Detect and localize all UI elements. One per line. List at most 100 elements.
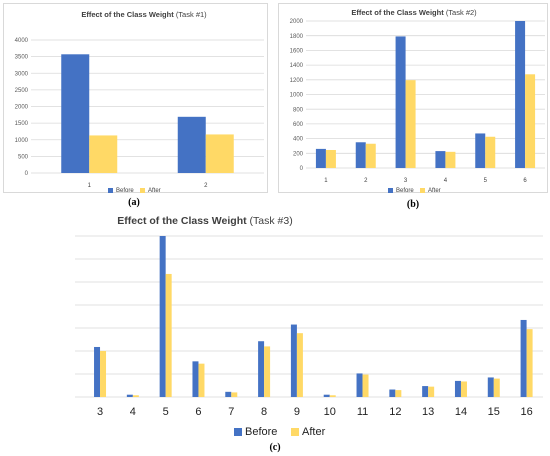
chart-title: Effect of the Class Weight (Task #1) [81, 10, 207, 19]
bar-before-8 [258, 341, 265, 397]
y-tick-label: 2000 [290, 19, 304, 25]
bar-after-4 [445, 151, 456, 168]
x-tick-label: 14 [455, 406, 467, 418]
bar-before-4 [435, 151, 446, 168]
x-tick-label: 12 [389, 406, 401, 418]
y-tick-label: 800 [293, 107, 304, 113]
y-tick-label: 4000 [15, 38, 29, 44]
legend-label-before: Before [116, 188, 134, 194]
x-tick-label: 15 [488, 406, 500, 418]
chart-a: Effect of the Class Weight (Task #1) 0 500… [15, 10, 264, 194]
y-tick-label: 2500 [15, 88, 29, 94]
y-tick-label: 1800 [290, 34, 304, 40]
bar-before-5 [475, 133, 486, 168]
x-tick-label: 1 [324, 178, 328, 184]
legend-label-before: Before [396, 188, 414, 194]
y-tick-label: 1200 [290, 78, 304, 84]
bar-before-13 [422, 386, 429, 397]
bar-after-7 [231, 392, 238, 397]
x-tick-label: 4 [130, 406, 136, 418]
x-tick-label: 10 [324, 406, 336, 418]
bar-before-2 [177, 116, 206, 173]
legend-label-after: After [302, 426, 326, 438]
bar-before-15 [487, 377, 494, 397]
y-tick-label: 1400 [290, 63, 304, 69]
y-tick-label: 600 [293, 122, 304, 128]
y-tick-label: 3500 [15, 55, 29, 61]
chart-panel-b: Effect of the Class Weight (Task #2) 0 200… [278, 3, 548, 194]
legend-swatch-after [420, 188, 425, 193]
bar-after-3 [405, 80, 416, 168]
chart-c: Effect of the Class Weight (Task #3)0200… [75, 215, 543, 438]
bar-after-6 [525, 74, 536, 168]
y-tick-label: 1000 [15, 138, 29, 144]
bar-before-2 [355, 142, 366, 168]
chart-panel-a: Effect of the Class Weight (Task #1) 0 500… [3, 3, 268, 194]
x-tick-label: 13 [422, 406, 434, 418]
x-tick-label: 5 [484, 178, 488, 184]
chart-panel-c: Effect of the Class Weight (Task #3)0200… [75, 210, 545, 442]
bar-before-7 [225, 391, 232, 397]
bar-after-5 [165, 273, 172, 397]
bar-before-6 [192, 361, 199, 397]
bar-before-4 [126, 394, 133, 397]
bar-after-3 [100, 351, 107, 397]
y-tick-label: 0 [25, 171, 29, 177]
legend-swatch-before [108, 188, 113, 193]
chart-title: Effect of the Class Weight (Task #2) [351, 8, 477, 17]
legend-swatch-after [140, 188, 145, 193]
y-tick-label: 2000 [15, 105, 29, 111]
bar-after-16 [526, 329, 533, 397]
bar-before-1 [61, 54, 90, 173]
bar-after-11 [362, 374, 369, 397]
bar-before-12 [389, 389, 396, 397]
bar-after-13 [428, 386, 435, 397]
y-tick-label: 200 [293, 151, 304, 157]
panel-label-c: (c) [269, 442, 281, 453]
y-tick-label: 400 [293, 137, 304, 143]
bar-after-10 [329, 395, 336, 397]
x-tick-label: 5 [163, 406, 169, 418]
bar-after-1 [325, 149, 336, 168]
chart-b: Effect of the Class Weight (Task #2) 0 200… [290, 8, 545, 194]
y-tick-label: 1600 [290, 49, 304, 55]
panel-label-a: (a) [128, 197, 140, 208]
bar-after-2 [365, 143, 376, 168]
x-tick-label: 3 [97, 406, 103, 418]
x-tick-label: 6 [523, 178, 527, 184]
bar-after-6 [198, 363, 205, 397]
legend-label-before: Before [245, 426, 277, 438]
bar-after-9 [296, 333, 303, 397]
y-tick-label: 3000 [15, 71, 29, 77]
bar-before-6 [515, 21, 526, 168]
bar-after-2 [205, 134, 234, 173]
x-tick-label: 11 [357, 406, 368, 418]
bar-before-5 [159, 236, 166, 397]
x-tick-label: 1 [88, 183, 92, 189]
bar-after-14 [460, 381, 467, 397]
bar-before-10 [323, 394, 330, 397]
panel-label-b: (b) [406, 199, 420, 210]
bar-before-9 [290, 324, 297, 397]
y-tick-label: 500 [18, 154, 29, 160]
bar-before-3 [94, 346, 101, 397]
x-tick-label: 16 [520, 406, 532, 418]
legend-swatch-before [234, 428, 242, 436]
bar-after-4 [132, 395, 139, 397]
legend-label-after: After [428, 188, 441, 194]
y-tick-label: 1000 [290, 93, 304, 99]
bar-after-1 [89, 135, 118, 173]
bar-after-12 [395, 390, 402, 397]
x-tick-label: 9 [294, 406, 300, 418]
bar-after-15 [493, 378, 500, 397]
x-tick-label: 7 [228, 406, 234, 418]
x-tick-label: 8 [261, 406, 267, 418]
legend-label-after: After [148, 188, 161, 194]
x-tick-label: 6 [195, 406, 201, 418]
x-tick-label: 4 [444, 178, 448, 184]
x-tick-label: 3 [404, 178, 408, 184]
bar-before-14 [454, 380, 461, 397]
bar-before-11 [356, 373, 363, 397]
x-tick-label: 2 [364, 178, 368, 184]
bar-after-5 [485, 136, 496, 168]
